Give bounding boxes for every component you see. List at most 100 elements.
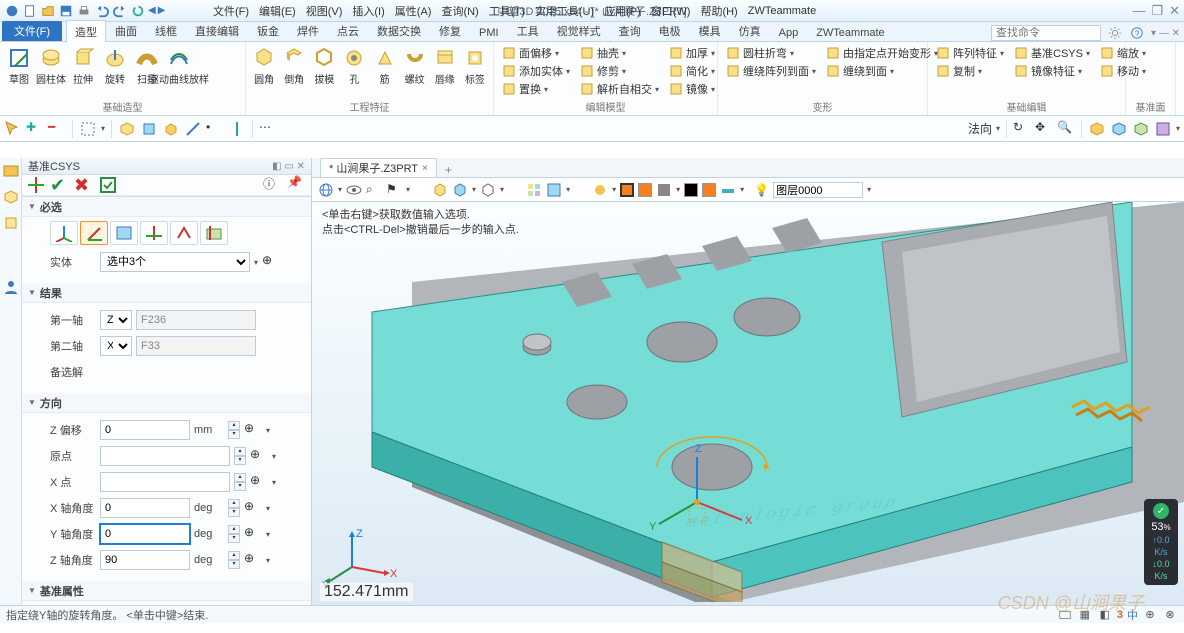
tab-shape[interactable]: 造型 [66,20,106,42]
ribbon-item[interactable]: 简化 ▾ [665,62,719,80]
axis1-select[interactable]: Z [100,310,132,330]
ribbon-item[interactable]: 加厚 ▾ [665,44,719,62]
ribbon-item[interactable]: 基准CSYS ▾ [1010,44,1094,62]
ribbon-btn[interactable]: 螺纹 [401,44,429,99]
xpt-pick-icon[interactable]: ⊕ [250,473,268,491]
csys-type-5[interactable] [170,221,198,245]
cursor-icon[interactable] [4,120,22,138]
ribbon-item[interactable]: 由指定点开始变形 ▾ [822,44,942,62]
ribbon-item[interactable]: 复制 ▾ [932,62,1008,80]
tab-repair[interactable]: 修复 [430,19,470,41]
ribbon-item[interactable]: 缠绕到面 ▾ [822,62,942,80]
ribbon-item[interactable]: 置换 ▾ [498,80,574,98]
tab-query[interactable]: 查询 [610,19,650,41]
minus-icon[interactable]: ━ [48,120,66,138]
apply-icon[interactable] [98,175,118,195]
solid-icon[interactable] [118,120,136,138]
tab-mold[interactable]: 模具 [690,19,730,41]
tree-icon[interactable] [2,188,20,206]
redo-icon[interactable] [112,3,128,19]
assem-icon[interactable] [2,214,20,232]
tab-sheet[interactable]: 钣金 [248,19,288,41]
bulb-icon[interactable]: 💡 [754,183,769,197]
ribbon-item[interactable]: 解析自相交 ▾ [576,80,663,98]
layer-input[interactable] [773,182,863,198]
settings-icon[interactable] [1107,25,1123,41]
ribbon-btn[interactable]: 拔模 [310,44,338,99]
shade-icon[interactable] [720,182,736,198]
refresh-icon[interactable] [130,3,146,19]
undo-icon[interactable] [94,3,110,19]
tab-surface[interactable]: 曲面 [106,19,146,41]
face-icon[interactable] [140,120,158,138]
menu-util[interactable]: 实用工具(U) [530,3,599,19]
menu-app[interactable]: 应用(P) [599,3,646,19]
xpt-field[interactable] [100,472,230,492]
menu-insert[interactable]: 插入(I) [347,3,389,19]
globe-icon[interactable] [318,182,334,198]
tab-close-icon[interactable]: × [422,163,428,174]
ribbon-btn[interactable]: 圆柱体 [36,44,66,99]
save-icon[interactable] [58,3,74,19]
menu-query[interactable]: 查询(N) [436,3,483,19]
tab-weld[interactable]: 焊件 [288,19,328,41]
zang-field[interactable] [100,550,190,570]
new-icon[interactable] [22,3,38,19]
maximize-icon[interactable]: ❐ [1151,3,1163,19]
ribbon-btn[interactable]: 标签 [461,44,489,99]
tab-visual[interactable]: 视觉样式 [548,19,610,41]
tab-app[interactable]: App [770,23,808,41]
zang-pick-icon[interactable]: ⊕ [244,551,262,569]
tab-wireframe[interactable]: 线框 [146,19,186,41]
ribbon-item[interactable]: 面偏移 ▾ [498,44,574,62]
zoff-field[interactable] [100,420,190,440]
view4-icon[interactable] [1154,120,1172,138]
section-result[interactable]: 结果 [22,283,311,303]
line-icon[interactable] [184,120,202,138]
plus-icon[interactable]: ✚ [26,120,44,138]
menu-tool[interactable]: 工具(T) [484,3,530,19]
view3-icon[interactable] [1132,120,1150,138]
history-icon[interactable] [2,162,20,180]
menu-attr[interactable]: 属性(A) [390,3,437,19]
file-button[interactable]: 文件(F) [2,21,62,41]
minimize-icon[interactable]: — [1132,3,1145,19]
add-tab-icon[interactable]: + [437,163,460,177]
tab-teammate[interactable]: ZWTeammate [807,23,893,41]
axis-tool-icon[interactable] [26,175,46,195]
ribbon-item[interactable]: 镜像 ▾ [665,80,719,98]
menu-teammate[interactable]: ZWTeammate [743,5,821,17]
view1-icon[interactable] [1088,120,1106,138]
axis-icon[interactable] [228,120,246,138]
network-widget[interactable]: ✓ 53% ↑0.0 K/s ↓0.0 K/s [1144,499,1178,585]
info-icon[interactable]: ⓘ [263,175,283,195]
yang-field[interactable] [100,524,190,544]
more-icon[interactable]: ⋯ [259,120,277,138]
axis2-select[interactable]: X [100,336,132,356]
flag-icon[interactable]: ⚑ [386,182,402,198]
tab-electrode[interactable]: 电极 [650,19,690,41]
tab-tools[interactable]: 工具 [508,19,548,41]
user-icon[interactable] [2,278,20,296]
wire-icon[interactable] [480,182,496,198]
ribbon-item[interactable]: 阵列特征 ▾ [932,44,1008,62]
point-icon[interactable]: • [206,120,224,138]
close-icon[interactable]: ✕ [1169,3,1180,19]
texture-icon[interactable] [656,182,672,198]
menu-window[interactable]: 窗口(W) [646,3,696,19]
ribbon-item[interactable]: 缠绕阵列到面 ▾ [722,62,820,80]
ribbon-btn[interactable]: 驱动曲线放样 [164,44,194,99]
face-color-swatch[interactable] [638,183,652,197]
csys-type-1[interactable] [50,221,78,245]
pan-icon[interactable]: ✥ [1035,120,1053,138]
ribbon-btn[interactable]: 拉伸 [68,44,98,99]
vis-icon[interactable] [346,182,362,198]
menu-help[interactable]: 帮助(H) [695,3,742,19]
entity-select[interactable]: 选中3个 [100,252,250,272]
status-icon-5[interactable]: ⊕ [1142,607,1158,623]
origin-field[interactable] [100,446,230,466]
box2-icon[interactable] [452,182,468,198]
csys-type-2[interactable] [80,221,108,245]
tab-sim[interactable]: 仿真 [730,19,770,41]
viewport[interactable]: <单击右键>获取数值输入选项. 点击<CTRL-Del>撤销最后一步的输入点. [312,202,1184,605]
